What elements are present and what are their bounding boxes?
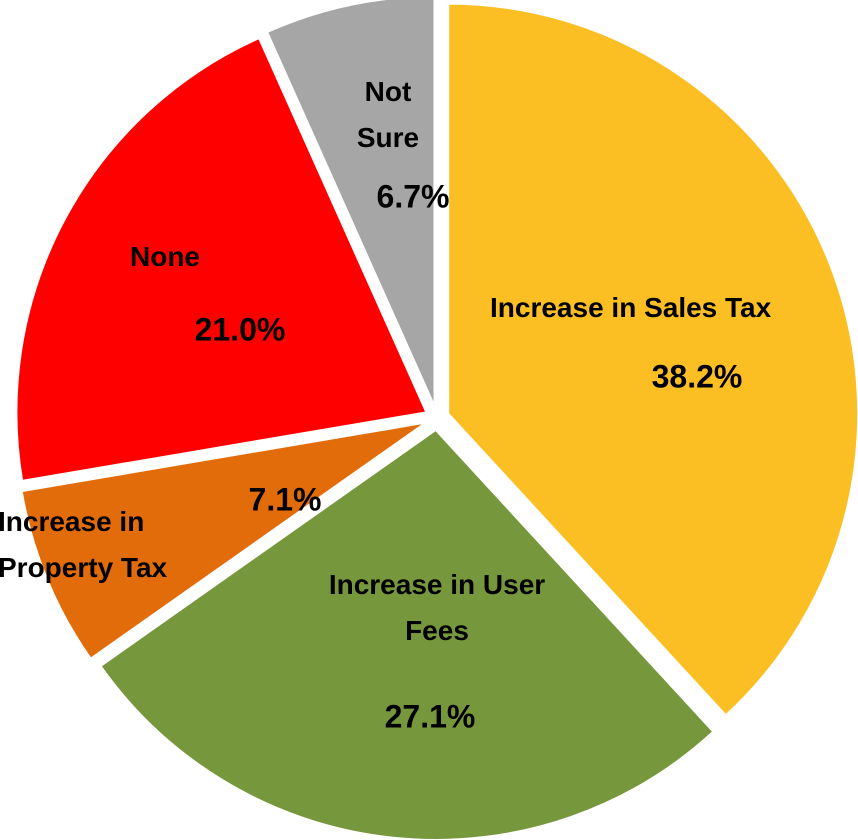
value-label: 27.1%: [384, 698, 476, 735]
slice-label: Increase in Property Tax: [0, 506, 168, 583]
slice-label: Increase in Sales Tax: [490, 292, 772, 323]
pie-slice: [447, 2, 858, 717]
pie-slice: [265, 0, 436, 407]
value-label: 21.0%: [194, 311, 286, 348]
pie-slice: [15, 36, 428, 483]
pie-slice: [20, 421, 427, 661]
slice-label: None: [130, 241, 200, 272]
value-label: 7.1%: [248, 481, 322, 518]
value-label: 6.7%: [376, 178, 450, 215]
value-label: 38.2%: [651, 358, 743, 395]
slice-label: Not Sure: [356, 76, 420, 153]
pie-slice: [99, 428, 715, 840]
slice-label: Increase in User Fees: [328, 569, 546, 646]
